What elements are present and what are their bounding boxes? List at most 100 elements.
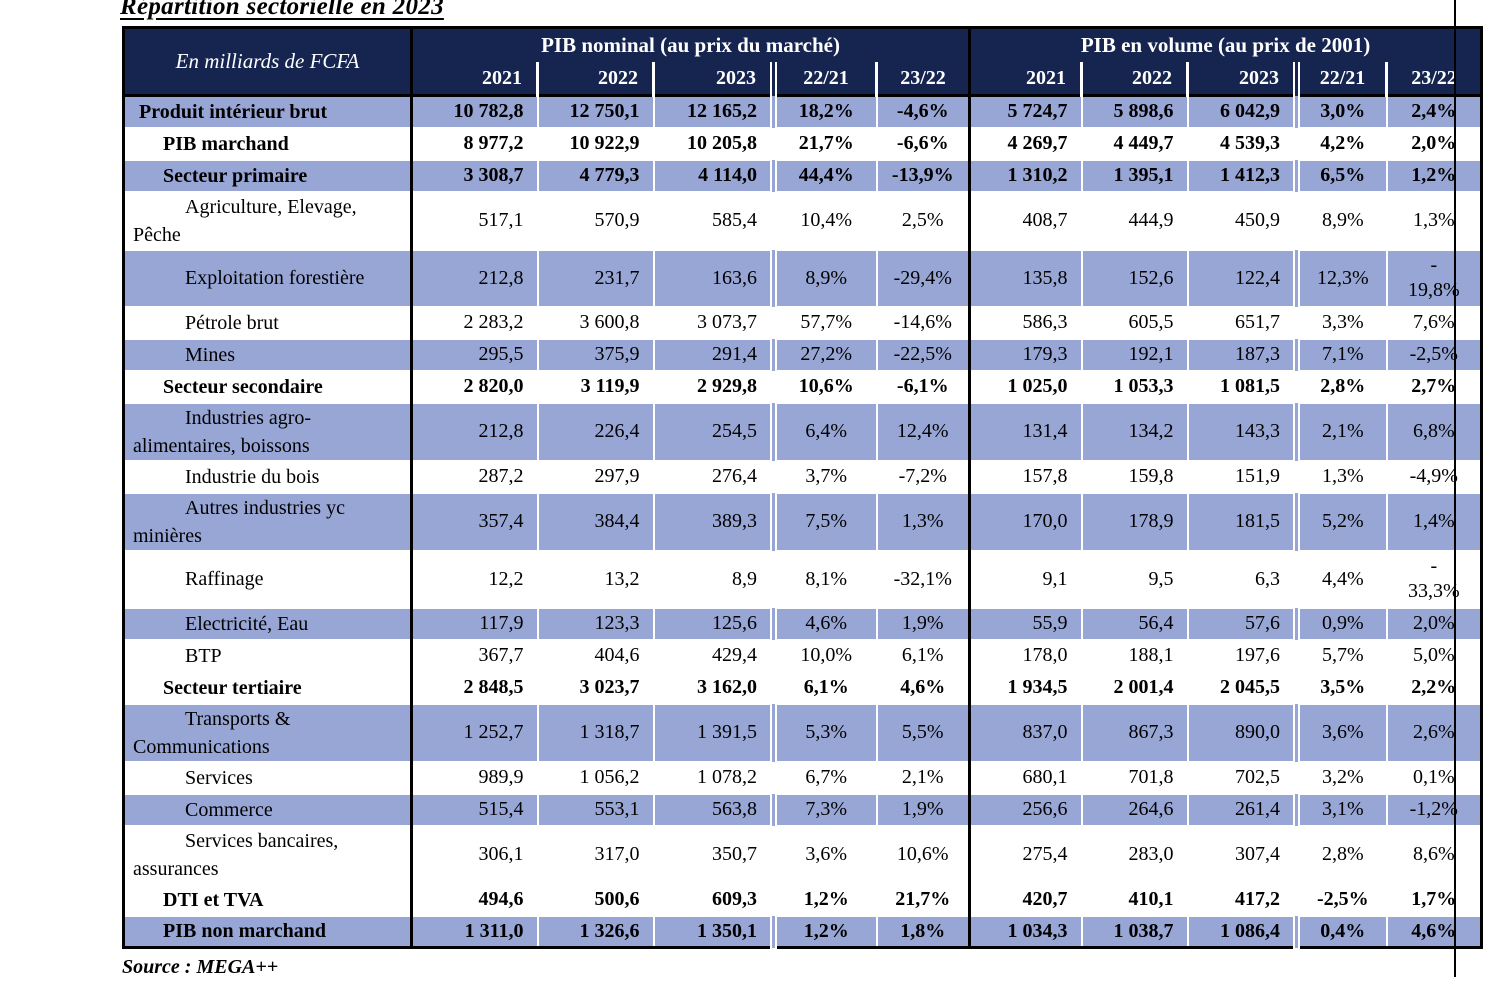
cell: -4,9% [1385,459,1482,493]
cell: 55,9 [968,606,1082,640]
cell: 1,3% [875,491,970,551]
cell: 1 034,3 [968,914,1082,948]
cell: 10,4% [770,190,877,250]
table-row: Transports & Communications 1 252,7 1 31… [122,702,1482,762]
cell: 1 395,1 [1080,158,1188,192]
cell: 4,4% [1293,549,1387,608]
row-label: Industrie du bois [122,459,412,493]
cell: 12 750,1 [536,94,654,128]
cell: 212,8 [410,401,538,461]
row-label: Services [122,760,412,794]
cell: 702,5 [1186,760,1297,794]
cell: 0,4% [1293,914,1387,948]
row-label: Electricité, Eau [122,606,412,640]
cell: 276,4 [652,459,774,493]
year-header: 2021 [410,62,538,96]
cell: 3,1% [1293,792,1387,826]
table-row: Secteur tertiaire 2 848,5 3 023,7 3 162,… [122,670,1482,704]
cell: 429,4 [652,638,774,672]
cell: 450,9 [1186,190,1297,250]
cell: 4 449,7 [1080,126,1188,160]
cell: 680,1 [968,760,1082,794]
cell: 609,3 [652,882,774,916]
ratio-header: 23/22 [874,62,970,96]
sector-gdp-table: En milliards de FCFA PIB nominal (au pri… [122,26,1484,949]
cell: 159,8 [1080,459,1188,493]
year-header: 2023 [1186,62,1297,96]
cell: 10,0% [770,638,877,672]
table-row: BTP 367,7 404,6 429,4 10,0% 6,1% 178,0 1… [122,638,1482,672]
cell: 701,8 [1080,760,1188,794]
cell: 890,0 [1186,702,1297,762]
cell: 6,8% [1385,401,1482,461]
table-row: Electricité, Eau 117,9 123,3 125,6 4,6% … [122,606,1482,640]
cell: 44,4% [770,158,877,192]
row-label: Mines [122,337,412,371]
cell: 1 318,7 [536,702,654,762]
year-header: 2021 [968,62,1082,96]
cell: 192,1 [1080,337,1188,371]
cell: 163,6 [652,248,774,307]
cell: 170,0 [968,491,1082,551]
cell: 18,2% [770,94,877,128]
cell: 2,0% [1385,606,1482,640]
cell: 408,7 [968,190,1082,250]
cell: -14,6% [875,305,970,339]
cell: 5,3% [770,702,877,762]
cell: 417,2 [1186,882,1297,916]
cell: 1 053,3 [1080,369,1188,403]
cell: 4,2% [1293,126,1387,160]
row-label: Autres industries yc minières [122,491,412,551]
cell: 7,5% [770,491,877,551]
cell: 837,0 [968,702,1082,762]
cell: -1,2% [1385,792,1482,826]
table-row: Secteur primaire 3 308,7 4 779,3 4 114,0… [122,158,1482,192]
cell: 4,6% [770,606,877,640]
cell: 5,2% [1293,491,1387,551]
cell: 131,4 [968,401,1082,461]
cell: 57,6 [1186,606,1297,640]
cell: 7,3% [770,792,877,826]
cell: 6,4% [770,401,877,461]
cell: 1 934,5 [968,670,1082,704]
table-row: PIB non marchand 1 311,0 1 326,6 1 350,1… [122,914,1482,948]
cell: 3,7% [770,459,877,493]
table-row: Produit intérieur brut 10 782,8 12 750,1… [122,94,1482,128]
row-label: Agriculture, Elevage, Pêche [122,190,412,250]
cell: 56,4 [1080,606,1188,640]
cell: 989,9 [410,760,538,794]
cell: 2,6% [1385,702,1482,762]
cell: 188,1 [1080,638,1188,672]
table-row: Agriculture, Elevage, Pêche 517,1 570,9 … [122,190,1482,250]
cell: 2,5% [875,190,970,250]
cell: 1 056,2 [536,760,654,794]
row-label: Secteur primaire [122,158,412,192]
cell: 500,6 [536,882,654,916]
cell: 12,3% [1293,248,1387,307]
cell: 178,0 [968,638,1082,672]
row-label: Services bancaires, assurances [122,824,412,884]
row-label: BTP [122,638,412,672]
row-label: PIB marchand [122,126,412,160]
cell: 21,7% [875,882,970,916]
cell: 585,4 [652,190,774,250]
cell: 181,5 [1186,491,1297,551]
cell: 3 162,0 [652,670,774,704]
cell: 254,5 [652,401,774,461]
table-row: Services 989,9 1 056,2 1 078,2 6,7% 2,1%… [122,760,1482,794]
cell: 1,2% [770,882,877,916]
cell: 12,4% [875,401,970,461]
cell: 1 078,2 [652,760,774,794]
cell: 1 412,3 [1186,158,1297,192]
cell: 291,4 [652,337,774,371]
cell: 5,0% [1385,638,1482,672]
cell: 1 310,2 [968,158,1082,192]
cell: 1 391,5 [652,702,774,762]
cell: 2 929,8 [652,369,774,403]
cell: -7,2% [875,459,970,493]
cell: 8,9 [652,549,774,608]
cell: 1 326,6 [536,914,654,948]
cell: 6,1% [770,670,877,704]
table-row: DTI et TVA 494,6 500,6 609,3 1,2% 21,7% … [122,882,1482,916]
row-label: Exploitation forestière [122,248,412,307]
